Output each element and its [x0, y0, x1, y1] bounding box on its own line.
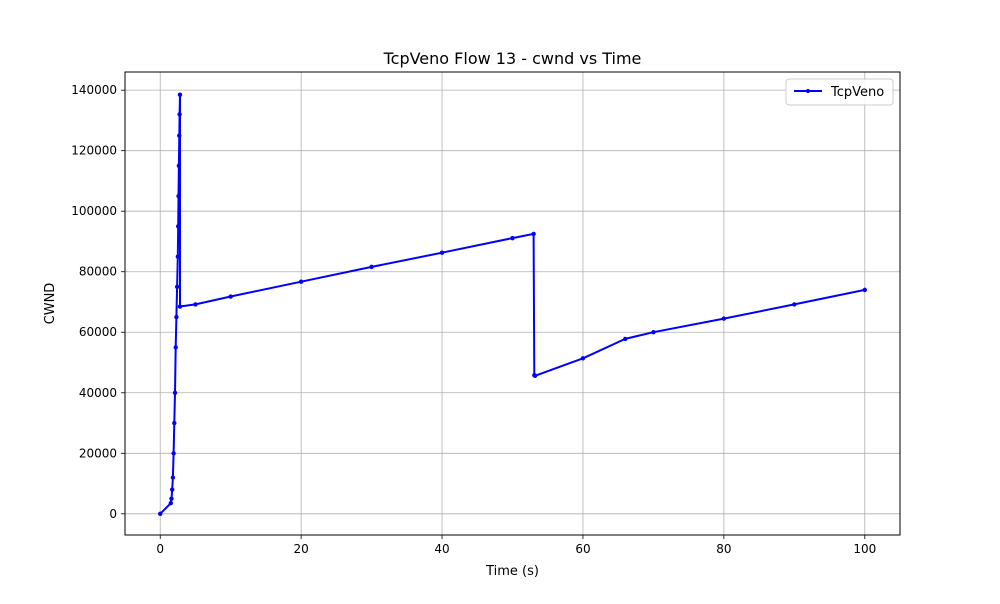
- data-point: [177, 92, 183, 97]
- y-tick-label: 20000: [79, 446, 117, 460]
- data-point: [531, 231, 536, 237]
- data-point: [158, 511, 163, 517]
- data-point: [176, 163, 182, 169]
- data-point: [623, 336, 628, 342]
- y-tick-label: 0: [109, 507, 117, 521]
- data-point: [176, 193, 181, 199]
- series-line-tcpveno: [159, 93, 866, 515]
- data-point: [651, 330, 656, 335]
- data-point: [193, 302, 198, 307]
- legend-marker-swatch: [806, 89, 810, 93]
- y-tick-label: 80000: [79, 265, 117, 279]
- x-tick-label: 80: [716, 542, 731, 556]
- data-point: [173, 345, 178, 350]
- data-point: [175, 224, 181, 229]
- y-tick-label: 40000: [79, 386, 117, 400]
- legend: TcpVeno: [785, 78, 894, 106]
- data-point: [228, 294, 233, 299]
- y-tick-label: 60000: [79, 325, 117, 339]
- x-tick-label: 0: [156, 542, 164, 556]
- data-point: [174, 284, 180, 290]
- x-tick-label: 20: [293, 542, 308, 556]
- data-point: [177, 112, 182, 117]
- data-point: [177, 133, 182, 138]
- grid-layer: [125, 72, 900, 535]
- data-point: [168, 501, 173, 506]
- data-point: [170, 475, 176, 480]
- data-point: [439, 250, 445, 255]
- y-tick-label: 120000: [71, 144, 117, 158]
- x-axis-label: Time (s): [485, 564, 539, 579]
- plot-frame: [124, 71, 901, 536]
- x-tick-label: 100: [853, 542, 876, 556]
- data-point: [792, 302, 797, 307]
- data-point: [862, 287, 867, 293]
- legend-label: TcpVeno: [830, 85, 884, 100]
- series-layer: [158, 92, 867, 517]
- data-point: [169, 496, 174, 501]
- x-tick-label: 40: [434, 542, 449, 556]
- data-point: [171, 451, 176, 456]
- data-point: [172, 390, 178, 395]
- y-axis-label: CWND: [43, 283, 58, 325]
- data-point: [175, 254, 181, 259]
- data-point: [172, 420, 177, 426]
- tick-layer: 0 20 40 60 80 100 0 20000 40000 60000 80000 100000 1…: [71, 83, 876, 556]
- x-tick-label: 60: [575, 542, 590, 556]
- data-point: [174, 314, 179, 320]
- data-point: [170, 487, 175, 492]
- data-point: [177, 304, 183, 309]
- data-point: [510, 235, 515, 241]
- data-point: [721, 316, 727, 321]
- legend-box: [785, 78, 894, 106]
- chart-title: TcpVeno Flow 13 - cwnd vs Time: [383, 49, 642, 68]
- data-point: [369, 264, 374, 270]
- y-tick-label: 100000: [71, 204, 117, 218]
- data-point: [580, 356, 586, 361]
- data-point: [298, 279, 304, 284]
- y-tick-label: 140000: [71, 83, 117, 97]
- data-point: [532, 373, 538, 379]
